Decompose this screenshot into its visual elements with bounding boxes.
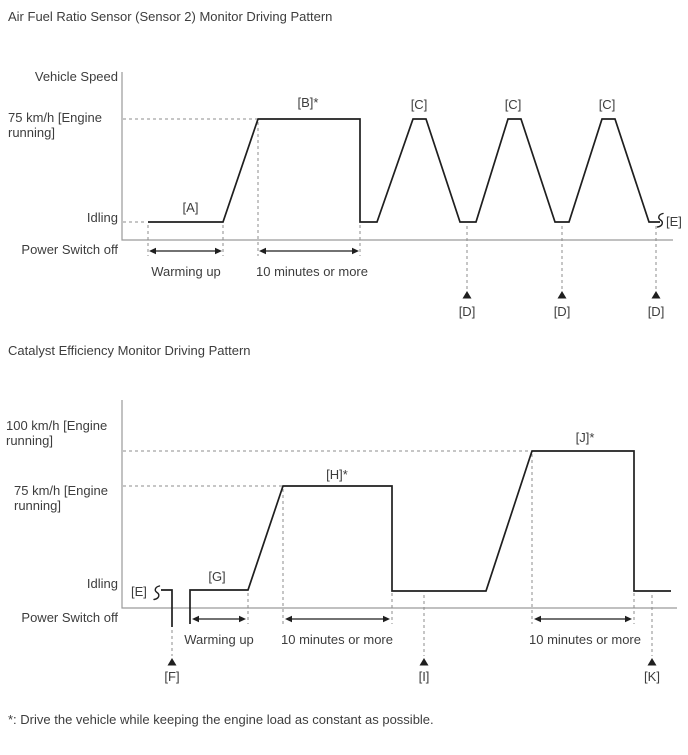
chart2-phase-h: [H]* [326,467,348,482]
chart1-phase-d2: [D] [553,304,571,319]
chart2-title: Catalyst Efficiency Monitor Driving Patt… [8,343,251,358]
chart2-duration-10-minutes-2: 10 minutes or more [529,632,641,647]
chart1-speed-trace [148,118,664,228]
chart1-phase-e: [E] [666,214,682,229]
chart1-driving-pattern-line [148,118,660,223]
chart1-label-75kmh: 75 km/h [Engine running] [8,110,102,140]
chart1-d2-arrowhead [557,291,567,299]
chart2-driving-pattern-line [189,450,671,624]
chart1-phase-c3: [C] [598,97,616,112]
chart1-phase-c1: [C] [410,97,428,112]
chart1-title: Air Fuel Ratio Sensor (Sensor 2) Monitor… [8,9,333,24]
chart2-f-arrowhead [167,658,177,666]
chart1-line-break-squiggle [656,212,664,228]
chart2-k-arrowhead [647,658,657,666]
chart1-guide-dashes [123,118,657,290]
chart1-phase-d1: [D] [458,304,476,319]
chart2-axis-line [121,400,677,609]
chart2-guide-dashes [123,450,653,656]
chart2-label-75kmh: 75 km/h [Engine running] [14,483,108,513]
chart1-y-axis-title: Vehicle Speed [34,69,118,84]
chart2-duration-arrows [192,615,632,623]
chart2-phase-e: [E] [131,584,147,599]
chart1-duration-warming-up: Warming up [151,264,221,279]
chart1-label-power-switch-off: Power Switch off [21,242,118,257]
chart1-d1-arrowhead [462,291,472,299]
chart1-phase-d3: [D] [647,304,665,319]
chart2-phase-f: [F] [164,669,180,684]
chart2-line-break-squiggle [153,585,161,601]
chart2-label-idling: Idling [86,576,118,591]
chart2-phase-g: [G] [208,569,226,584]
chart1-duration-10-minutes: 10 minutes or more [256,264,368,279]
chart2-label-power-switch-off: Power Switch off [21,610,118,625]
chart2-pattern-start-segment [161,589,173,627]
chart2-label-100kmh: 100 km/h [Engine running] [6,418,108,448]
chart2-speed-trace [153,450,671,627]
chart2-duration-10-minutes-1: 10 minutes or more [281,632,393,647]
chart2-pointer-arrowheads [167,658,657,666]
chart2-duration-warming-up: Warming up [184,632,254,647]
chart1-label-idling: Idling [86,210,118,225]
chart1-phase-a: [A] [182,200,199,215]
chart1-pointer-arrowheads [462,291,661,299]
chart2-phase-i: [I] [418,669,430,684]
chart1-phase-c2: [C] [504,97,522,112]
chart1-duration-arrows [149,247,359,255]
chart1-phase-b: [B]* [297,95,319,110]
chart2-axes [121,400,677,609]
chart1-axis-line [121,72,673,241]
chart2-i-arrowhead [419,658,429,666]
footnote: *: Drive the vehicle while keeping the e… [8,712,434,727]
chart2-phase-j: [J]* [575,430,595,445]
chart1-axes [121,72,673,241]
chart2-phase-k: [K] [644,669,660,684]
chart1-d3-arrowhead [651,291,661,299]
